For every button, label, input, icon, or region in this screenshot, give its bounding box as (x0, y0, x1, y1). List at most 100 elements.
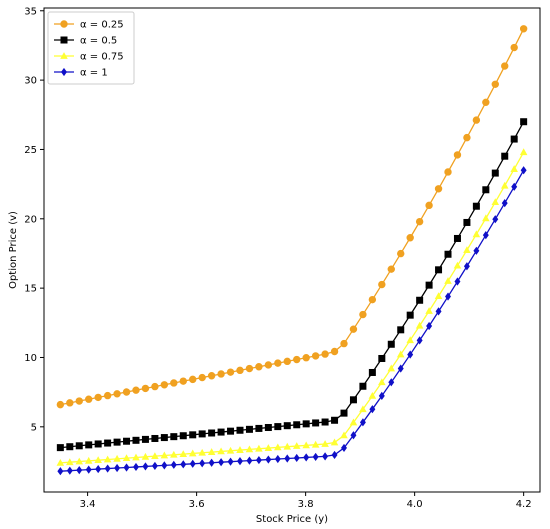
data-point (66, 466, 73, 475)
data-point (416, 296, 424, 304)
data-point (132, 453, 140, 461)
data-point (359, 310, 367, 319)
data-point (189, 375, 197, 384)
data-point (312, 419, 320, 427)
data-point (453, 151, 462, 159)
data-point (103, 391, 112, 400)
data-point (501, 199, 508, 208)
data-point (330, 438, 339, 446)
data-point (388, 378, 395, 387)
data-point (179, 432, 187, 440)
data-point (170, 379, 178, 387)
data-point (226, 446, 235, 454)
data-point (340, 431, 348, 439)
data-point (415, 321, 424, 329)
data-point (453, 234, 461, 242)
data-point (303, 453, 310, 462)
data-point (66, 458, 74, 466)
data-point (274, 423, 282, 431)
plot-frame (43, 7, 541, 493)
data-point (445, 292, 451, 301)
data-point (510, 43, 518, 52)
data-point (75, 442, 83, 450)
data-point (491, 169, 499, 177)
data-point (255, 363, 263, 371)
data-point (520, 166, 527, 175)
data-point (284, 454, 291, 463)
data-point (331, 416, 339, 424)
data-point (482, 231, 489, 240)
data-point (425, 307, 433, 314)
data-point (510, 135, 518, 143)
data-point (94, 393, 102, 402)
data-point (161, 461, 168, 470)
data-point (141, 452, 150, 460)
data-point (312, 452, 319, 461)
data-point (283, 442, 292, 450)
y-tick-label: 35 (24, 6, 37, 17)
data-point (340, 409, 348, 417)
data-point (482, 186, 490, 194)
data-point (104, 464, 111, 473)
y-axis: 5 10 15 20 25 30 35 (24, 6, 44, 433)
data-point (265, 455, 272, 464)
data-point (264, 361, 273, 369)
data-point (170, 433, 178, 441)
data-point (189, 431, 197, 439)
data-point (218, 458, 225, 467)
data-point (132, 436, 140, 444)
data-point (492, 215, 499, 224)
series-line (60, 28, 525, 406)
data-point (396, 350, 405, 358)
legend-item: α = 0.75 (54, 52, 124, 63)
data-point (123, 463, 130, 472)
data-point (264, 424, 272, 432)
x-tick-label: 3.8 (298, 499, 314, 510)
data-point (60, 52, 68, 59)
data-point (453, 261, 462, 269)
data-point (387, 364, 396, 372)
y-tick-label: 5 (31, 422, 37, 433)
data-point (94, 440, 102, 448)
data-point (123, 437, 131, 445)
data-point (179, 377, 187, 385)
x-tick-label: 3.4 (80, 499, 96, 510)
data-point (94, 456, 102, 464)
data-point (151, 461, 158, 470)
y-tick-label: 15 (24, 284, 37, 295)
data-point (293, 421, 301, 429)
data-point (491, 80, 499, 88)
data-point (274, 454, 281, 464)
data-point (407, 350, 414, 359)
data-point (236, 366, 244, 375)
data-point (331, 450, 338, 460)
data-point (180, 460, 187, 469)
plot-area (56, 25, 528, 476)
data-point (217, 428, 225, 436)
data-point (434, 185, 443, 193)
data-point (95, 464, 102, 474)
x-tick-label: 3.6 (189, 499, 205, 510)
data-point (349, 325, 358, 333)
data-point (482, 98, 490, 107)
data-point (113, 438, 121, 446)
data-point (500, 181, 509, 189)
data-point (255, 424, 263, 432)
data-point (491, 198, 500, 206)
data-point (104, 439, 112, 447)
data-point (322, 452, 329, 461)
series (56, 25, 528, 409)
data-point (444, 277, 452, 284)
data-point (76, 466, 83, 475)
data-point (293, 355, 301, 364)
data-point (66, 443, 74, 451)
y-tick-label: 25 (24, 145, 37, 156)
data-point (114, 463, 121, 473)
data-point (208, 429, 216, 437)
data-point (378, 378, 386, 386)
data-point (454, 277, 461, 286)
data-point (368, 391, 377, 399)
data-point (302, 441, 310, 449)
data-point (387, 340, 395, 348)
data-point (122, 388, 131, 396)
